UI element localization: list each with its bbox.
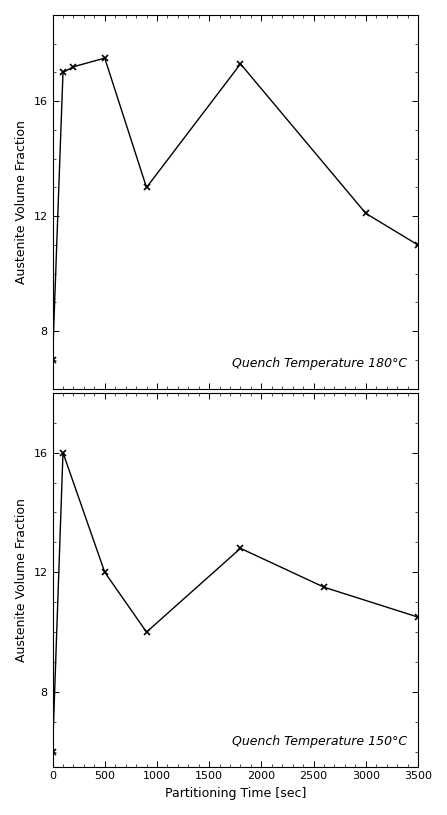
Y-axis label: Austenite Volume Fraction: Austenite Volume Fraction [15,120,28,284]
Text: Quench Temperature 180°C: Quench Temperature 180°C [232,357,407,370]
Text: Quench Temperature 150°C: Quench Temperature 150°C [232,735,407,748]
Y-axis label: Austenite Volume Fraction: Austenite Volume Fraction [15,498,28,662]
X-axis label: Partitioning Time [sec]: Partitioning Time [sec] [164,787,306,800]
